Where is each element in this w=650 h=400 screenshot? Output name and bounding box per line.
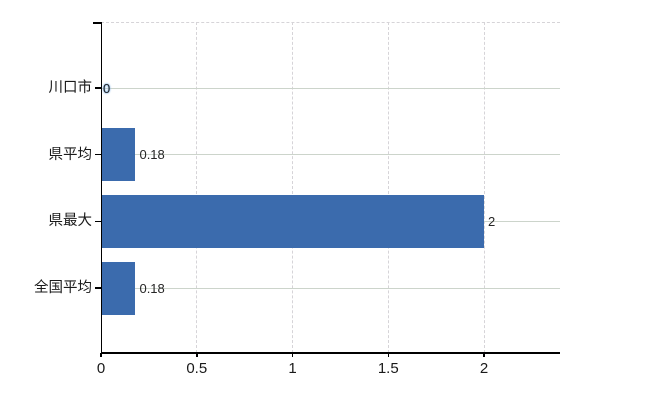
category-label: 県最大: [48, 213, 93, 230]
bar: [102, 194, 484, 248]
bar-value-label: 0.18: [139, 147, 165, 163]
y-axis-top-tick: [93, 22, 101, 24]
bar-value-label: 0: [103, 80, 111, 96]
plot-area: [101, 22, 560, 353]
x-axis-tick: [291, 353, 294, 357]
bar: [102, 128, 136, 182]
x-axis-tick: [387, 353, 389, 357]
y-axis-tick: [95, 287, 101, 289]
h-gridline: [101, 87, 560, 89]
category-label: 県平均: [48, 146, 93, 163]
h-gridline: [101, 154, 560, 156]
category-label: 川口市: [48, 80, 93, 96]
v-gridline: [292, 22, 293, 353]
bar: [102, 261, 136, 315]
x-tick-label: 0.5: [186, 360, 208, 377]
y-axis-tick: [95, 87, 101, 89]
x-tick-label: 2: [479, 360, 489, 377]
x-axis-tick: [483, 353, 485, 357]
y-axis-line: [100, 22, 103, 357]
x-tick-label: 0: [96, 360, 106, 377]
h-gridline: [101, 287, 560, 289]
x-tick-label: 1.5: [377, 360, 399, 377]
x-axis-line: [101, 352, 560, 354]
category-label: 全国平均: [34, 280, 92, 296]
v-gridline: [483, 22, 485, 353]
bar-value-label: 2: [488, 213, 496, 229]
x-axis-tick: [100, 353, 102, 357]
bar-value-label: 0.18: [139, 280, 165, 296]
y-axis-tick: [95, 153, 101, 156]
y-axis-tick: [95, 220, 101, 223]
v-gridline: [196, 22, 198, 353]
x-tick-label: 1: [288, 360, 297, 377]
v-gridline: [387, 22, 389, 353]
x-axis-tick: [196, 353, 198, 357]
